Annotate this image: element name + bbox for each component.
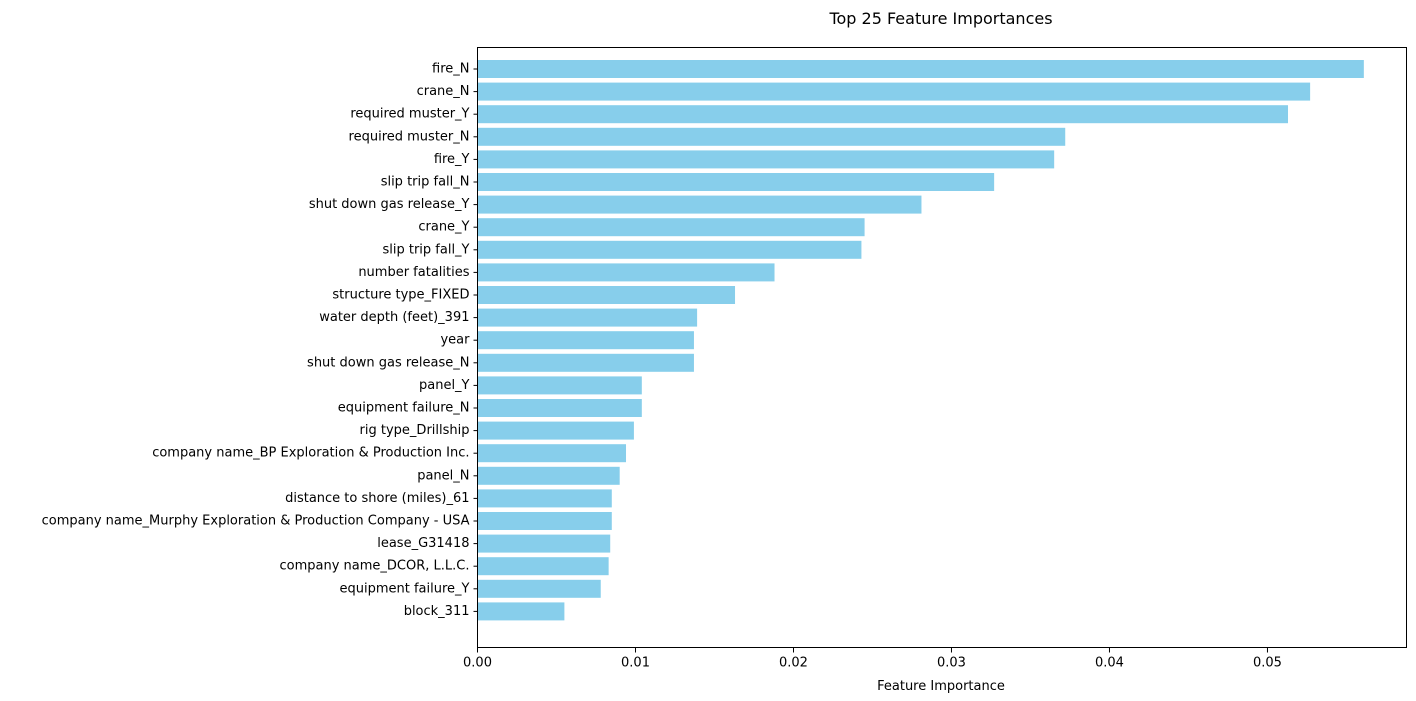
y-tick-label: panel_Y — [419, 378, 470, 393]
y-tick-label: fire_N — [432, 62, 469, 77]
y-tick-label: number fatalities — [358, 265, 469, 280]
bar-fire-n — [477, 60, 1364, 78]
y-tick-label: structure type_FIXED — [332, 288, 469, 303]
x-tick-group: 0.00 0.01 0.02 0.03 0.04 0.05 — [463, 647, 1282, 671]
y-tick-label: slip trip fall_Y — [382, 242, 469, 257]
y-tick-label: lease_G31418 — [377, 536, 469, 551]
bar-water-depth-feet-391 — [477, 308, 698, 327]
y-tick-label: panel_N — [417, 468, 469, 483]
y-tick-label: company name_DCOR, L.L.C. — [280, 559, 470, 574]
bar-equipment-failure-y — [477, 579, 601, 598]
y-tick-label: required muster_N — [349, 129, 470, 144]
y-tick-label: slip trip fall_N — [381, 175, 470, 190]
bar-year — [477, 331, 694, 350]
y-tick-label: year — [440, 333, 470, 348]
x-tick-label: 0.01 — [621, 656, 650, 671]
y-tick-label: fire_Y — [434, 152, 470, 167]
chart-title: Top 25 Feature Importances — [828, 9, 1052, 28]
bar-company-name-murphy-exploration-production-company-usa — [477, 512, 612, 530]
bar-number-fatalities — [477, 263, 775, 282]
bar-lease-g31418 — [477, 534, 611, 553]
bar-shut-down-gas-release-y — [477, 195, 922, 214]
x-tick-label: 0.02 — [779, 656, 808, 671]
bar-rig-type-drillship — [477, 421, 634, 440]
bar-panel-y — [477, 376, 642, 395]
x-tick-label: 0.00 — [463, 656, 492, 671]
bars-group — [477, 60, 1364, 621]
bar-shut-down-gas-release-n — [477, 353, 694, 372]
y-tick-label: equipment failure_N — [338, 401, 470, 416]
bar-slip-trip-fall-y — [477, 240, 862, 259]
bar-company-name-dcor-l-l-c — [477, 557, 609, 576]
y-tick-label: crane_Y — [418, 220, 469, 235]
y-tick-label: rig type_Drillship — [360, 423, 470, 438]
bar-company-name-bp-exploration-production-inc — [477, 444, 627, 463]
x-tick-label: 0.04 — [1095, 656, 1124, 671]
y-tick-label: required muster_Y — [350, 107, 469, 122]
y-tick-label: crane_N — [417, 84, 470, 99]
y-tick-label: shut down gas release_Y — [309, 197, 470, 212]
bar-slip-trip-fall-n — [477, 173, 995, 191]
x-tick-label: 0.05 — [1253, 656, 1282, 671]
y-tick-label: water depth (feet)_391 — [319, 310, 469, 325]
y-tick-group: fire_N crane_N required muster_Y required m… — [42, 62, 478, 619]
axes-frame — [477, 47, 1407, 648]
y-tick-label: shut down gas release_N — [307, 355, 469, 370]
x-tick-label: 0.03 — [937, 656, 966, 671]
y-tick-label: company name_BP Exploration & Production… — [152, 446, 469, 461]
bar-equipment-failure-n — [477, 399, 642, 417]
bar-required-muster-n — [477, 127, 1066, 146]
bar-crane-n — [477, 82, 1311, 101]
y-tick-label: block_311 — [404, 604, 470, 619]
bar-distance-to-shore-miles-61 — [477, 489, 612, 508]
bar-required-muster-y — [477, 105, 1289, 124]
bar-block-311 — [477, 602, 565, 621]
bar-crane-y — [477, 218, 865, 237]
y-tick-label: distance to shore (miles)_61 — [285, 491, 469, 506]
x-axis-label: Feature Importance — [877, 679, 1005, 694]
bar-panel-n — [477, 466, 620, 485]
y-tick-label: company name_Murphy Exploration & Produc… — [42, 514, 470, 529]
bar-fire-y — [477, 150, 1055, 169]
y-tick-label: equipment failure_Y — [340, 581, 470, 596]
bar-structure-type-fixed — [477, 286, 736, 304]
